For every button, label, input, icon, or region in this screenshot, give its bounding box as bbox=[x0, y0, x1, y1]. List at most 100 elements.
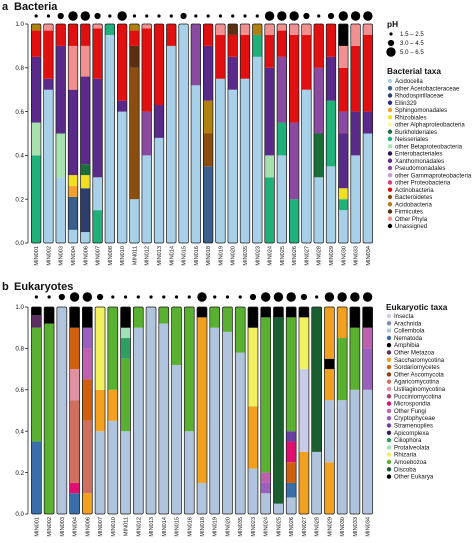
x-tick-label: MIN016 bbox=[194, 246, 200, 266]
bar-stack bbox=[43, 23, 54, 244]
bar-segment bbox=[260, 493, 271, 514]
bar-segment bbox=[69, 327, 80, 370]
bar-outline bbox=[350, 23, 361, 244]
bar-segment bbox=[264, 34, 275, 68]
ph-dot bbox=[289, 11, 299, 21]
ph-dot bbox=[225, 295, 230, 299]
x-tick-label: MIN018 bbox=[206, 246, 212, 266]
x-tick-label: MIN023 bbox=[251, 517, 257, 537]
bar-segment bbox=[56, 307, 67, 514]
legend-swatch bbox=[386, 321, 392, 326]
bar-stack bbox=[276, 23, 287, 244]
legend-label: Firmicutes bbox=[395, 209, 423, 216]
legend-label: Acidocella bbox=[395, 78, 423, 85]
ph-legend-label: 3.0 – 4.5 bbox=[400, 40, 424, 47]
legend-label: Stramenopiles bbox=[394, 423, 433, 430]
bar-outline bbox=[190, 23, 201, 244]
legend-label: Pucciniomycotina bbox=[394, 393, 442, 400]
x-tick-label: MIN012 bbox=[136, 517, 142, 537]
bar-segment bbox=[117, 24, 127, 101]
bar-outline bbox=[222, 306, 233, 515]
legend-label: Microsporidia bbox=[394, 401, 431, 408]
legend-swatch bbox=[387, 100, 393, 105]
bar-segment bbox=[337, 338, 348, 401]
bar-segment bbox=[363, 111, 373, 134]
bar-outline bbox=[141, 23, 152, 244]
ph-dot bbox=[194, 14, 198, 18]
legend-label: Pseudomonadales bbox=[395, 165, 445, 172]
legend-label: Insecta bbox=[394, 313, 414, 320]
bar-segment bbox=[252, 34, 263, 57]
bar-segment bbox=[324, 358, 335, 370]
bar-segment bbox=[349, 307, 360, 328]
bar-outline bbox=[117, 23, 128, 244]
ph-dot bbox=[187, 295, 191, 299]
legend-swatch bbox=[386, 408, 392, 414]
bar-segment bbox=[222, 331, 233, 514]
bar-segment bbox=[277, 122, 287, 156]
bar-segment bbox=[120, 327, 131, 339]
bar-segment bbox=[260, 472, 271, 483]
bar-outline bbox=[336, 306, 348, 515]
x-tick-label: MIN020 bbox=[231, 246, 237, 266]
legend-swatch bbox=[386, 445, 392, 450]
legend-label: Saccharomycotina bbox=[394, 357, 445, 364]
legend-swatch bbox=[386, 386, 392, 392]
bar-segment bbox=[95, 307, 106, 390]
bar-stack bbox=[31, 306, 42, 515]
bar-stack bbox=[94, 306, 106, 515]
bar-segment bbox=[191, 24, 201, 86]
x-tick-label: MIN026 bbox=[289, 517, 295, 537]
x-tick-label: MIN008 bbox=[108, 246, 114, 266]
bar-segment bbox=[146, 307, 157, 514]
bar-segment bbox=[273, 503, 284, 514]
ph-dot bbox=[47, 295, 51, 299]
bar-stack bbox=[336, 306, 348, 515]
bar-segment bbox=[313, 133, 324, 178]
bar-stack bbox=[56, 306, 68, 515]
ph-dot bbox=[68, 11, 78, 21]
y-tick-label: 0.6 bbox=[15, 387, 24, 394]
ph-dot bbox=[169, 14, 173, 18]
ph-dot bbox=[264, 11, 275, 21]
legend-label: other Gammaproteobacteria bbox=[395, 172, 472, 179]
panel-a-title: Bacteria bbox=[14, 1, 58, 13]
bar-segment bbox=[260, 317, 271, 473]
bar-segment bbox=[178, 24, 189, 243]
x-tick-label: MIN001 bbox=[34, 246, 40, 266]
bar-segment bbox=[184, 431, 195, 514]
legend-label: Bacteroidetes bbox=[395, 194, 432, 201]
legend-swatch bbox=[387, 209, 393, 214]
bar-outline bbox=[325, 23, 337, 244]
legend-swatch bbox=[386, 437, 392, 443]
bar-segment bbox=[338, 67, 349, 112]
bar-segment bbox=[191, 85, 201, 243]
x-tick-label: MIN012 bbox=[145, 246, 151, 266]
bar-segment bbox=[129, 199, 140, 243]
bar-stack bbox=[153, 23, 165, 244]
bacterial-legend-title: Bacterial taxa bbox=[387, 66, 441, 76]
eukaryotes-chart: 0.0 0.2 0.4 0.6 0.8 1.0 MIN001 MIN002 MIN003 MIN0… bbox=[15, 292, 373, 537]
legend-swatch bbox=[387, 93, 393, 98]
x-tick-label: MIN035 bbox=[238, 517, 244, 537]
ph-dot bbox=[327, 12, 335, 20]
legend-swatch bbox=[387, 194, 393, 200]
bar-segment bbox=[286, 317, 297, 432]
ph-dot bbox=[157, 14, 161, 18]
x-tick-label: MIN003 bbox=[59, 246, 65, 266]
bar-segment bbox=[209, 327, 220, 514]
x-tick-label: MIN024 bbox=[268, 246, 274, 266]
ph-dot bbox=[255, 14, 259, 18]
bar-stack bbox=[350, 23, 361, 244]
y-tick-label: 0.2 bbox=[15, 470, 24, 477]
legend-label: Sordariomycetes bbox=[394, 364, 440, 371]
x-tick-label: MIN025 bbox=[276, 517, 282, 537]
ph-dot bbox=[136, 295, 140, 299]
bar-outline bbox=[209, 306, 221, 515]
bar-outline bbox=[107, 306, 119, 515]
eukaryotic-taxa-legend: Eukaryotic taxa InsectaArachnidaCollembo… bbox=[386, 302, 448, 481]
bar-stack bbox=[273, 306, 284, 515]
bar-segment bbox=[338, 24, 349, 46]
panel-b-title: Eukaryotes bbox=[14, 281, 73, 293]
bar-segment bbox=[338, 45, 349, 68]
